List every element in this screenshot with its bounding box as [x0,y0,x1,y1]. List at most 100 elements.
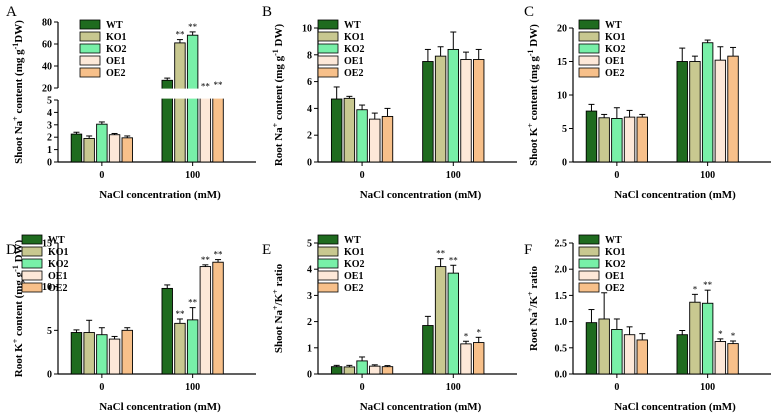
y-tick-label: 2.5 [555,239,568,250]
y-label-superscript: + [11,338,20,343]
legend-label: OE2 [344,283,363,294]
bar-wt-0 [585,322,598,375]
axis-break [57,88,257,99]
y-axis-label: Root Na+/K+ ratio [526,266,541,351]
bar-ko2-0 [96,123,108,163]
bar-ko1-0 [83,137,95,163]
bar-oe2-0 [121,329,133,375]
significance-mark: * [718,329,723,339]
significance-mark: * [464,331,469,341]
legend-label: WT [344,20,361,31]
y-tick-label: 40 [42,62,52,73]
x-axis-label: NaCl concentration (mM) [614,189,736,201]
y-tick-label: 80 [42,18,52,29]
bar-ko2-100 [701,42,714,163]
bar-oe2-0 [636,116,648,163]
legend-label: KO2 [106,44,127,55]
bar-ko1-100 [174,322,186,375]
legend-label: OE1 [48,271,67,282]
bar-wt-100 [161,287,173,375]
y-tick-label: 4 [47,108,52,119]
y-label-superscript: + [526,123,535,128]
legend-label: KO1 [605,32,626,43]
y-label-text: content (mg g [13,49,25,116]
bar-wt-100 [676,61,688,163]
x-axis-label: NaCl concentration (mM) [360,189,482,201]
bar-ko1-0 [343,97,356,163]
legend-label: WT [605,20,622,31]
y-label-text: ratio [528,266,540,292]
bar-wt-100 [422,61,434,163]
x-tick-label: 100 [446,170,461,181]
bar-ko1-0 [83,332,95,375]
y-tick-label: 1.0 [555,317,568,328]
legend-label: WT [605,235,622,246]
bar-oe1-100 [199,91,212,163]
significance-mark: * [476,327,481,337]
legend-swatch-wt [578,234,600,245]
legend-swatch-oe2 [317,282,339,293]
bar-ko2-100 [186,319,199,375]
bar-wt-0 [70,332,83,375]
y-tick-label: 0 [307,370,312,381]
legend-swatch-oe1 [79,55,101,66]
significance-mark: ** [201,81,211,91]
significance-mark: ** [436,249,446,259]
significance-mark: * [693,284,698,294]
y-label-text: content (mg g [273,55,285,122]
panel-letter: D [6,242,17,258]
bar-oe1-100 [460,59,472,163]
y-tick-label: 2 [47,133,52,144]
y-label-text: ratio [273,263,285,289]
y-tick-label: 4 [307,265,312,276]
panel-f: F0.00.51.01.52.02.50 100* *** *NaCl concent… [524,234,771,413]
y-tick-label: 2.0 [555,265,568,276]
y-label-superscript: -1 [526,50,535,57]
bar-oe2-0 [381,115,394,163]
significance-mark: ** [175,309,185,319]
significance-mark: * [731,331,736,341]
panel-letter: C [524,4,534,20]
legend-swatch-wt [578,19,600,30]
bar-oe1-100 [714,341,727,375]
bar-oe2-100 [727,343,739,375]
y-tick-label: 1 [307,343,312,354]
bar-oe2-100 [727,55,739,163]
panel-letter: E [262,242,271,258]
x-tick-label: 100 [185,170,200,181]
significance-mark: ** [188,298,198,308]
legend-label: OE1 [344,56,363,67]
significance-mark: ** [214,80,224,90]
y-tick-label: 10 [302,24,312,35]
y-label-superscript: -1 [11,265,20,272]
x-tick-label: 0 [99,382,104,393]
legend-swatch-ko2 [21,258,43,269]
legend-label: OE2 [605,68,624,79]
bar-ko2-0 [96,334,108,375]
x-tick-label: 0 [614,382,619,393]
bar-oe1-0 [623,116,636,163]
y-label-text: DW) [273,24,285,50]
y-tick-label: 3 [307,291,312,302]
legend-label: KO2 [605,259,626,270]
legend-swatch-wt [317,234,339,245]
legend-label: OE2 [106,68,125,79]
y-label-superscript: + [271,305,280,310]
y-tick-label: 5 [307,239,312,250]
y-tick-label: 0.0 [555,370,568,381]
y-label-text: content (mg g [528,56,540,123]
y-tick-label: 8 [307,50,312,61]
y-tick-label: 1 [47,145,52,156]
y-label-superscript: + [271,122,280,127]
bar-ko1-0 [598,318,610,375]
legend-label: KO1 [344,247,365,258]
y-tick-label: 5 [562,124,567,135]
bar-wt-100 [676,334,688,375]
y-label-text: Shoot K [528,127,540,166]
legend-swatch-ko2 [317,43,339,54]
y-axis-label: Root Na+ content (mg g-1 DW) [271,24,286,167]
y-tick-label: 0 [562,158,567,169]
legend-label: OE2 [605,283,624,294]
